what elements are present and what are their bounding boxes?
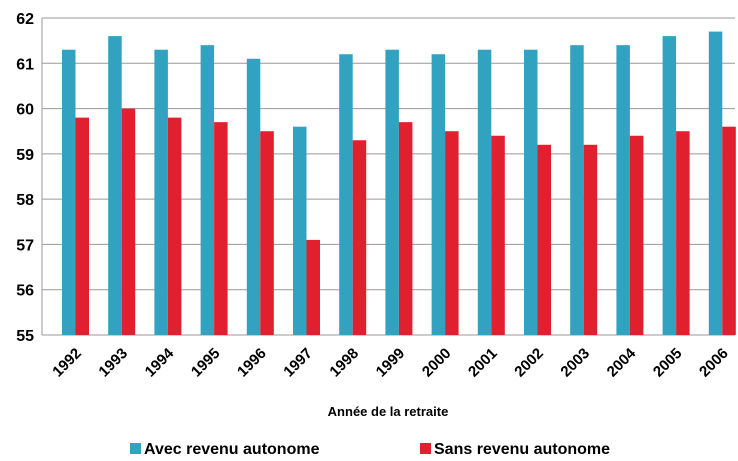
y-tick-label: 56 [16,283,34,300]
x-tick-label: 2002 [511,345,547,381]
bar [246,58,261,335]
bar [339,54,353,335]
bar [154,49,168,335]
bar [121,108,136,335]
bar [491,135,505,335]
bar [708,31,723,335]
bar [662,36,677,335]
bar [477,49,492,335]
y-tick-label: 60 [16,102,34,119]
bar [108,36,122,335]
bar [431,54,446,335]
bar [62,49,76,335]
bar [306,239,320,335]
x-tick-label: 2000 [419,345,455,381]
bar [260,131,274,335]
legend-label: Sans revenu autonome [434,441,610,458]
legend-swatch [130,443,141,454]
bar [676,131,690,335]
bar [570,45,584,336]
bar [75,117,89,335]
x-tick-label: 2001 [465,345,501,381]
x-tick-label: 1995 [188,345,224,381]
x-tick-label: 1996 [234,345,270,381]
x-axis-title: Année de la retraite [328,404,449,419]
x-tick-label: 2006 [696,345,732,381]
x-tick-label: 1998 [326,345,362,381]
legend-swatch [420,443,431,454]
x-tick-label: 2004 [604,344,640,380]
bar [722,126,736,335]
x-tick-label: 1994 [142,344,178,380]
bar [583,144,598,335]
legend-label: Avec revenu autonome [144,441,320,458]
bar [293,126,307,335]
x-tick-label: 2003 [557,345,593,381]
y-tick-label: 62 [16,11,34,28]
y-tick-label: 61 [16,56,34,73]
x-tick-label: 1992 [49,345,85,381]
y-tick-label: 57 [16,237,34,254]
bar [537,144,551,335]
bar [385,49,399,335]
y-tick-label: 58 [16,192,34,209]
bar [445,131,459,335]
x-tick-label: 1999 [373,345,409,381]
x-tick-label: 1997 [280,345,316,381]
x-tick-label: 2005 [650,345,686,381]
y-tick-label: 59 [16,147,34,164]
bar [214,122,228,336]
bar [352,140,367,335]
x-tick-label: 1993 [95,345,131,381]
bar [616,45,630,336]
bar [167,117,182,335]
bar [524,49,538,335]
bar [629,135,644,335]
bar [398,122,413,336]
y-tick-label: 55 [16,328,34,345]
bar [200,45,215,336]
